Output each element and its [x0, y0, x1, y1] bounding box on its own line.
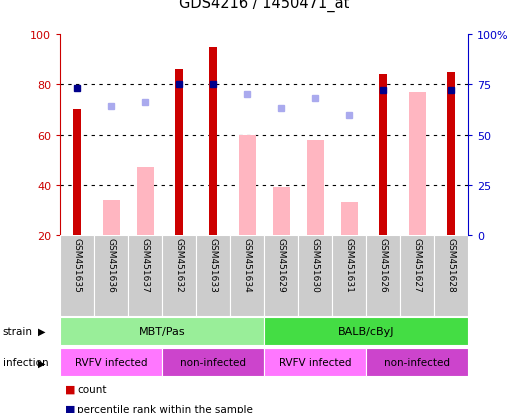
Text: GSM451636: GSM451636 [107, 238, 116, 292]
Text: count: count [77, 384, 107, 394]
Text: ▶: ▶ [38, 326, 45, 337]
Text: RVFV infected: RVFV infected [279, 357, 351, 368]
Bar [264, 318, 468, 345]
Bar [340, 203, 358, 235]
Text: GSM451629: GSM451629 [277, 238, 286, 292]
Text: MBT/Pas: MBT/Pas [139, 326, 186, 337]
Text: non-infected: non-infected [180, 357, 246, 368]
Text: percentile rank within the sample: percentile rank within the sample [77, 404, 253, 413]
Bar [137, 168, 154, 235]
Bar [196, 235, 230, 316]
Text: strain: strain [3, 326, 32, 337]
Bar [272, 188, 290, 235]
Text: ▶: ▶ [38, 357, 45, 368]
Bar [366, 235, 400, 316]
Text: GSM451626: GSM451626 [379, 238, 388, 292]
Bar [103, 200, 120, 235]
Bar [264, 235, 298, 316]
Text: GSM451628: GSM451628 [447, 238, 456, 292]
Bar [175, 70, 183, 235]
Text: non-infected: non-infected [384, 357, 450, 368]
Bar [60, 318, 264, 345]
Text: GSM451635: GSM451635 [73, 238, 82, 292]
Bar [400, 235, 434, 316]
Bar [60, 349, 162, 376]
Text: GSM451637: GSM451637 [141, 238, 150, 292]
Bar [306, 140, 324, 235]
Text: GSM451633: GSM451633 [209, 238, 218, 292]
Bar [73, 110, 81, 235]
Text: ■: ■ [65, 404, 76, 413]
Text: ■: ■ [65, 384, 76, 394]
Bar [408, 93, 426, 235]
Bar [238, 135, 256, 235]
Bar [128, 235, 162, 316]
Bar [366, 349, 468, 376]
Bar [332, 235, 366, 316]
Text: infection: infection [3, 357, 48, 368]
Text: BALB/cByJ: BALB/cByJ [338, 326, 394, 337]
Bar [230, 235, 264, 316]
Bar [162, 349, 264, 376]
Text: GSM451631: GSM451631 [345, 238, 354, 292]
Bar [60, 235, 94, 316]
Text: GSM451630: GSM451630 [311, 238, 320, 292]
Bar [447, 73, 455, 235]
Bar [264, 349, 366, 376]
Text: GSM451632: GSM451632 [175, 238, 184, 292]
Text: RVFV infected: RVFV infected [75, 357, 147, 368]
Bar [162, 235, 196, 316]
Bar [94, 235, 128, 316]
Bar [379, 75, 387, 235]
Bar [209, 47, 217, 235]
Bar [298, 235, 332, 316]
Text: GSM451634: GSM451634 [243, 238, 252, 292]
Text: GDS4216 / 1450471_at: GDS4216 / 1450471_at [179, 0, 349, 12]
Text: GSM451627: GSM451627 [413, 238, 422, 292]
Bar [434, 235, 468, 316]
